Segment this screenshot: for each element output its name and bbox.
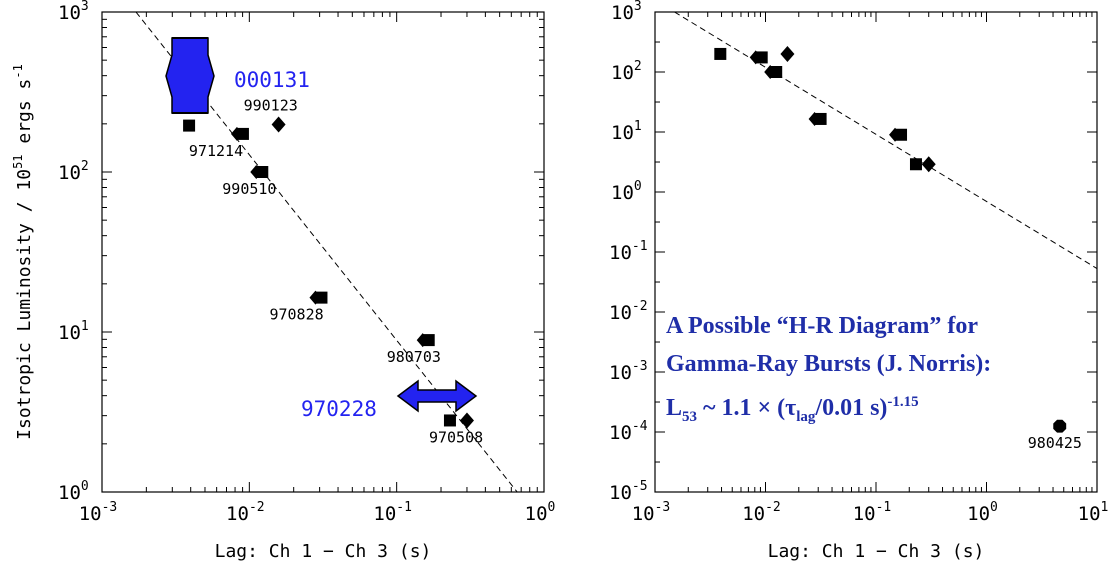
diamond-marker (309, 290, 322, 305)
y-tick-label: 10-4 (609, 419, 648, 444)
x-tick-label: 10-1 (853, 500, 892, 525)
octagon-marker (1053, 419, 1067, 433)
caption-l-sub: 53 (682, 408, 698, 425)
y-tick-label: 100 (58, 479, 89, 504)
y-tick-label: 103 (611, 0, 642, 24)
square-marker (714, 47, 727, 60)
y-tick-label: 102 (611, 59, 642, 84)
x-tick-label: 10-3 (79, 500, 118, 525)
y-tick-label: 10-2 (609, 299, 648, 324)
x-tick-label: 101 (1078, 500, 1109, 525)
point-label: 990510 (222, 180, 276, 198)
point-label: 990123 (244, 97, 298, 115)
range-label: 000131 (234, 68, 310, 92)
point-label: 970828 (269, 306, 323, 324)
caption-tau-sub: lag (796, 408, 816, 425)
caption-line-2: Gamma-Ray Bursts (J. Norris): (666, 351, 992, 377)
caption-mid: ~ 1.1 × (τ (697, 395, 797, 421)
diamond-marker (921, 156, 936, 173)
x-tick-label: 100 (525, 500, 556, 525)
square-marker (909, 158, 922, 171)
point-label: 970508 (429, 428, 483, 446)
y-tick-label: 10-5 (609, 479, 648, 504)
square-marker (183, 119, 196, 132)
diamond-marker (780, 45, 795, 62)
diamond-marker (230, 126, 243, 141)
diamond-marker (459, 412, 474, 429)
x-axis-label: Lag: Ch 1 − Ch 3 (s) (215, 541, 432, 562)
plot-frame (101, 11, 545, 493)
x-tick-label: 10-2 (742, 500, 781, 525)
range-000131-icon (165, 37, 215, 114)
y-tick-label: 10-3 (609, 359, 648, 384)
diamond-marker (416, 333, 429, 348)
point-label: 971214 (189, 142, 243, 160)
diamond-marker (271, 116, 286, 133)
y-tick-label: 102 (58, 159, 89, 184)
chart-caption: A Possible “H-R Diagram” for Gamma-Ray B… (666, 307, 1111, 436)
caption-l: L (666, 395, 683, 421)
diamond-marker (749, 50, 762, 65)
range-label: 970228 (301, 397, 377, 421)
square-marker (443, 414, 456, 427)
point-label: 980425 (1028, 434, 1082, 452)
y-tick-label: 10-1 (609, 239, 648, 264)
diamond-marker (889, 127, 902, 142)
y-axis-label: Isotropic Luminosity / 1051 ergs s-1 (11, 64, 35, 440)
caption-rest: /0.01 s) (815, 395, 888, 421)
y-tick-label: 103 (58, 0, 89, 24)
x-tick-label: 10-2 (226, 500, 265, 525)
x-tick-label: 100 (967, 500, 998, 525)
left-chart: 10-3 10-2 10-1 100 100 101 102 103 Lag: Ch 1 − C… (11, 0, 555, 562)
fit-line (674, 12, 1097, 269)
y-tick-label: 101 (611, 119, 642, 144)
x-tick-label: 10-1 (373, 500, 412, 525)
diamond-marker (764, 65, 777, 79)
caption-line-1: A Possible “H-R Diagram” for (666, 313, 978, 339)
x-tick-label: 10-3 (632, 500, 671, 525)
range-970228-icon (396, 379, 478, 413)
x-axis-label: Lag: Ch 1 − Ch 3 (s) (768, 541, 985, 562)
right-chart: 10-3 10-2 10-1 100 101 10-5 10-4 10-3 10-2 10-1 10… (609, 0, 1108, 562)
y-tick-label: 100 (611, 179, 642, 204)
caption-exponent: -1.15 (887, 394, 919, 410)
y-tick-label: 101 (58, 319, 89, 344)
point-label: 980703 (387, 348, 441, 366)
caption-line-3: L53 ~ 1.1 × (τlag/0.01 s)-1.15 (666, 383, 1111, 436)
diamond-marker (808, 111, 821, 126)
diamond-marker (250, 165, 263, 179)
